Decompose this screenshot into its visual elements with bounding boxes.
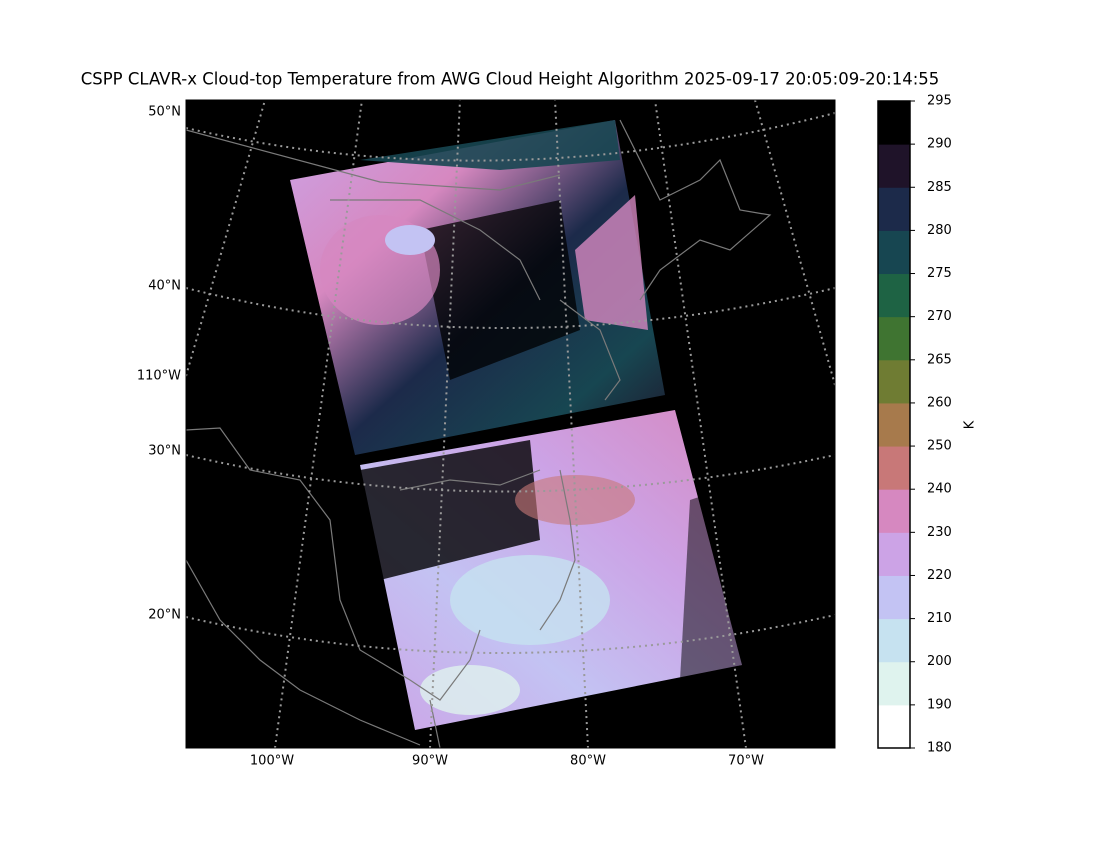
colorbar-tick-label: 280 [927,223,952,238]
colorbar-segment [878,661,910,706]
graticule [429,100,461,748]
colorbar-segment [878,230,910,275]
lat-label: 50°N [148,105,181,120]
graticule [554,100,589,748]
graticule [754,100,835,386]
lat-label: 30°N [148,444,181,459]
lat-label: 40°N [148,279,181,294]
colorbar-label: K [963,420,978,429]
colorbar-tick-label: 270 [927,309,952,324]
colorbar-tick-label: 275 [927,266,952,281]
graticule [274,100,363,748]
colorbar-segment [878,273,910,318]
coastline [186,119,772,748]
colorbar-segment [878,144,910,188]
colorbar-segment [878,187,910,231]
colorbar-segment [878,704,910,749]
cloud [450,555,610,645]
colorbar-tick-label: 220 [927,568,952,583]
cloud [575,195,648,330]
colorbar-segment [878,532,910,576]
colorbar: 180 190 200 210 220 230 240 250 260 265 270 275 280 2… [877,94,952,756]
colorbar-tick-label: 210 [927,611,952,626]
lon-label: 110°W [137,369,181,384]
colorbar-tick-label: 200 [927,654,952,669]
cloud [420,665,520,715]
colorbar-tick-label: 240 [927,482,952,497]
graticule [186,287,835,329]
cloud [360,120,620,170]
lon-label: 90°W [412,754,448,769]
colorbar-tick-label: 265 [927,352,952,367]
graticule [654,100,747,748]
colorbar-segment [878,489,910,533]
colorbar-frame [877,100,911,749]
clear-area [360,440,540,580]
colorbar-tick-label: 180 [927,741,952,756]
colorbar-segment [878,316,910,361]
lon-label: 70°W [728,754,764,769]
graticule [186,614,835,654]
cloud [385,225,435,255]
colorbar-segment [878,402,910,447]
lat-label: 20°N [148,608,181,623]
colorbar-segment [878,618,910,663]
colorbar-segment [878,359,910,404]
lon-label: 100°W [250,754,294,769]
title: CSPP CLAVR-x Cloud-top Temperature from … [81,70,940,89]
colorbar-tick-label: 190 [927,697,952,712]
colorbar-tick-label: 285 [927,180,952,195]
map [186,100,835,748]
clear-area [420,200,580,380]
clear-area [680,490,742,680]
colorbar-tick-label: 290 [927,137,952,152]
colorbar-tick-label: 250 [927,439,952,454]
colorbar-tick-label: 230 [927,525,952,540]
graticule [186,112,835,162]
map-frame [185,99,836,749]
lon-label: 80°W [570,754,606,769]
colorbar-tick-label: 295 [927,94,952,109]
colorbar-segment [878,446,910,490]
colorbar-tick-label: 260 [927,395,952,410]
colorbar-segment [878,101,910,145]
graticule [186,454,835,493]
colorbar-segment [878,575,910,620]
